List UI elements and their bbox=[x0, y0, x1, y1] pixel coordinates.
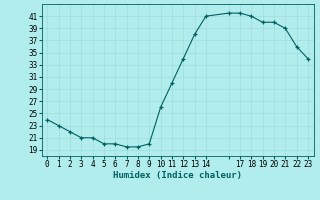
X-axis label: Humidex (Indice chaleur): Humidex (Indice chaleur) bbox=[113, 171, 242, 180]
